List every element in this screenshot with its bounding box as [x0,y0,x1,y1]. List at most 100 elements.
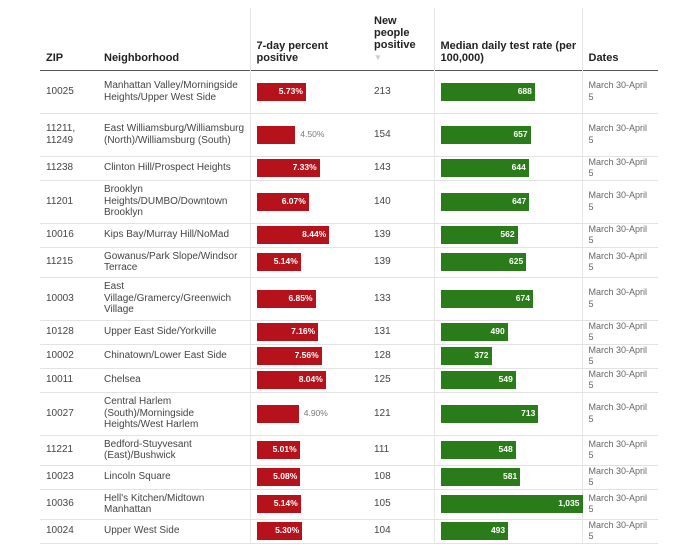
rate-cell: 647 [433,180,583,224]
rate-label: 490 [490,326,505,336]
rate-bar: 674 [440,289,533,308]
neighborhood-cell: East Village/Gramercy/Greenwich Village [98,277,250,321]
new-positive-cell: 133 [368,277,434,321]
header-pct-positive[interactable]: 7-day percent positive [249,8,368,70]
pct-cell: 5.08% [249,465,368,490]
table-row: 10036 Hell's Kitchen/Midtown Manhattan 5.1… [40,489,658,520]
neighborhood-cell: East Williamsburg/Williamsburg (North)/W… [98,113,250,157]
table-row: 10011 Chelsea 8.04% 125 549 March 30-April 5 [40,368,658,393]
zip-cell: 10128 [40,320,98,345]
header-test-rate[interactable]: Median daily test rate (per 100,000) [433,8,583,70]
new-positive-cell: 108 [368,465,434,490]
pct-label: 4.50% [300,128,325,139]
new-positive-cell: 104 [368,519,434,544]
zip-cell: 10024 [40,519,98,544]
zip-cell: 10002 [40,344,98,369]
rate-label: 644 [511,162,526,172]
sort-desc-icon: ▼ [374,52,382,62]
rate-cell: 657 [433,113,583,157]
rate-bar: 372 [440,347,492,365]
pct-cell: 6.85% [249,277,368,321]
header-row: ZIP Neighborhood 7-day percent positive … [40,8,658,70]
neighborhood-cell: Bedford-Stuyvesant (East)/Bushwick [98,435,250,466]
rate-label: 372 [474,350,489,360]
rate-bar: 688 [440,82,535,101]
table-row: 10027 Central Harlem (South)/Morningside … [40,392,658,436]
rate-bar: 647 [440,192,530,211]
dates-cell: March 30-April 5 [582,223,658,248]
header-new-positive[interactable]: New people positive ▼ [368,8,434,70]
rate-cell: 713 [433,392,583,436]
new-positive-cell: 128 [368,344,434,369]
pct-cell: 7.16% [249,320,368,345]
zip-cell: 10011 [40,368,98,393]
dates-cell: March 30-April 5 [582,156,658,181]
dates-cell: March 30-April 5 [582,519,658,544]
dates-cell: March 30-April 5 [582,320,658,345]
pct-bar: 5.14% [256,495,301,513]
pct-bar: 8.44% [256,226,330,244]
neighborhood-cell: Lincoln Square [98,465,250,490]
pct-label: 5.14% [273,498,298,508]
pct-cell: 5.73% [249,70,368,114]
pct-bar: 5.30% [256,522,303,540]
pct-label: 6.07% [281,195,306,206]
pct-bar: 6.07% [256,192,309,211]
rate-label: 549 [498,374,513,384]
pct-bar: 5.73% [256,82,306,101]
rate-cell: 549 [433,368,583,393]
table-row: 10025 Manhattan Valley/Morningside Height… [40,70,658,114]
header-zip[interactable]: ZIP [46,51,64,64]
pct-label: 6.85% [288,292,313,303]
rate-label: 647 [512,195,527,206]
pct-bar: 6.85% [256,289,316,308]
rate-label: 625 [509,256,524,266]
pct-cell: 8.44% [249,223,368,248]
rate-cell: 688 [433,70,583,114]
rate-cell: 490 [433,320,583,345]
pct-label: 7.33% [292,162,317,172]
table-row: 11215 Gowanus/Park Slope/Windsor Terrace 5… [40,247,658,278]
rate-bar: 644 [440,159,529,177]
zip-cell: 11211, 11249 [40,113,98,157]
pct-cell: 5.30% [249,519,368,544]
dates-cell: March 30-April 5 [582,344,658,369]
header-dates[interactable]: Dates [588,51,619,64]
pct-label: 5.14% [273,256,298,266]
pct-cell: 6.07% [249,180,368,224]
new-positive-cell: 111 [368,435,434,466]
pct-cell: 7.33% [249,156,368,181]
neighborhood-cell: Central Harlem (South)/Morningside Heigh… [98,392,250,436]
dates-cell: March 30-April 5 [582,113,658,157]
rate-label: 493 [490,525,506,535]
new-positive-cell: 154 [368,113,434,157]
rate-cell: 548 [433,435,583,466]
pct-cell: 5.14% [249,247,368,278]
rate-cell: 581 [433,465,583,490]
dates-cell: March 30-April 5 [582,180,658,224]
pct-cell: 7.56% [249,344,368,369]
rate-label: 562 [500,229,515,239]
rate-cell: 674 [433,277,583,321]
new-positive-cell: 143 [368,156,434,181]
rate-cell: 644 [433,156,583,181]
header-neighborhood[interactable]: Neighborhood [104,51,180,64]
rate-label: 688 [517,85,532,96]
rate-bar: 549 [440,371,516,389]
new-positive-cell: 139 [368,223,434,248]
rate-bar: 1,035 [440,495,583,513]
neighborhood-cell: Clinton Hill/Prospect Heights [98,156,250,181]
rate-label: 548 [498,444,513,454]
table-row: 10023 Lincoln Square 5.08% 108 581 March 30-A… [40,465,658,490]
rate-cell: 625 [433,247,583,278]
new-positive-cell: 140 [368,180,434,224]
zip-cell: 10023 [40,465,98,490]
table-row: 11221 Bedford-Stuyvesant (East)/Bushwick 5… [40,435,658,466]
rate-label: 674 [515,292,530,303]
pct-bar: 8.04% [256,371,326,389]
rate-bar: 548 [440,441,516,459]
pct-bar: 4.50% [256,125,324,144]
table-row: 11201 Brooklyn Heights/DUMBO/Downtown Bro… [40,180,658,224]
neighborhood-cell: Upper West Side [98,519,250,544]
